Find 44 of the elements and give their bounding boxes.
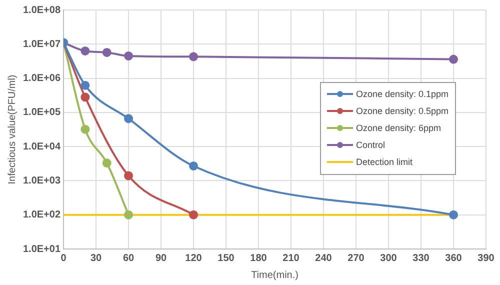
x-tick-label: 90 xyxy=(155,252,168,264)
legend-label: Control xyxy=(356,140,386,150)
x-tick-label: 120 xyxy=(185,252,202,264)
y-tick-label: 1.0E+06 xyxy=(22,73,61,84)
legend-label: Ozone density: 0.5ppm xyxy=(356,106,449,116)
point xyxy=(189,210,198,220)
point xyxy=(102,48,112,57)
point xyxy=(80,124,90,134)
y-tick-label: 1.0E+01 xyxy=(22,244,61,255)
y-axis-title: Infectious value(PFU/ml) xyxy=(6,74,18,184)
point xyxy=(102,158,112,168)
y-tick-label: 1.0E+05 xyxy=(22,107,61,118)
x-tick-label: 300 xyxy=(380,252,398,264)
x-tick-label: 210 xyxy=(282,252,300,264)
point xyxy=(124,114,134,124)
point xyxy=(80,46,90,56)
y-tick-label: 1.0E+03 xyxy=(22,175,61,186)
x-tick-label: 150 xyxy=(218,252,235,264)
point xyxy=(80,92,90,102)
x-tick-label: 30 xyxy=(90,252,102,264)
x-axis-title: Time(min.) xyxy=(251,270,298,281)
legend-label: Detection limit xyxy=(356,157,413,168)
x-tick-label: 60 xyxy=(122,252,135,264)
point xyxy=(449,54,458,64)
x-tick-label: 180 xyxy=(250,252,268,264)
x-tick-label: 270 xyxy=(348,252,365,264)
x-tick-label: 330 xyxy=(412,252,430,264)
point xyxy=(124,171,134,180)
point xyxy=(124,51,134,60)
x-tick-label: 0 xyxy=(60,252,67,264)
x-tick-label: 390 xyxy=(478,252,495,264)
point xyxy=(449,210,458,220)
legend-label: Ozone density: 6ppm xyxy=(356,123,442,134)
y-tick-label: 1.0E+07 xyxy=(22,38,61,50)
y-tick-label: 1.0E+08 xyxy=(22,4,61,16)
x-tick-label: 360 xyxy=(445,252,462,264)
legend-label: Ozone density: 0.1ppm xyxy=(356,89,449,100)
point xyxy=(189,161,198,170)
y-tick-label: 1.0E+02 xyxy=(22,210,61,221)
y-tick-label: 1.0E+04 xyxy=(22,141,61,152)
x-tick-label: 240 xyxy=(315,252,332,264)
point xyxy=(124,210,134,220)
point xyxy=(189,52,198,62)
point xyxy=(80,80,90,90)
